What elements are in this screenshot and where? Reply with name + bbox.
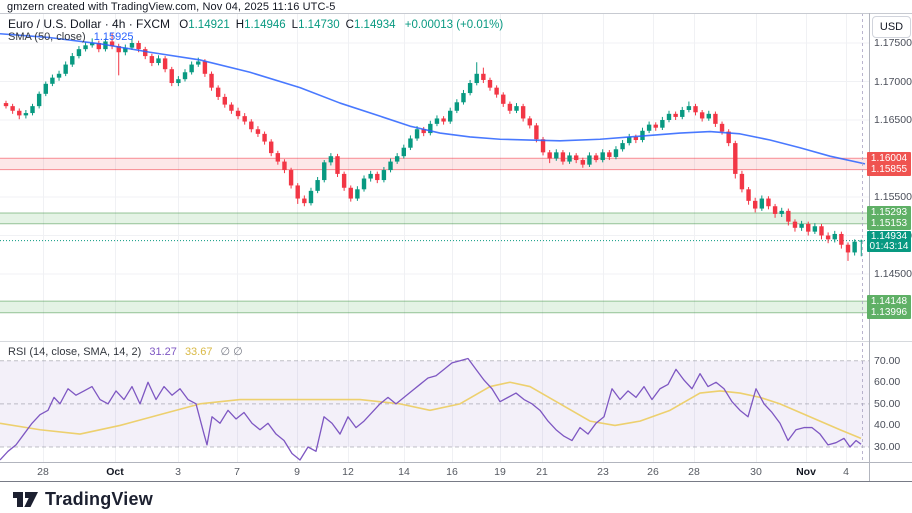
last-price-badge: 1.14934 01:43:14 [867, 230, 911, 253]
rsi-legend[interactable]: RSI (14, close, SMA, 14, 2) 31.27 33.67 … [8, 345, 243, 358]
attribution-text: gmzern created with TradingView.com, Nov… [7, 1, 336, 13]
time-tick-label: 3 [175, 466, 181, 478]
rsi-axis-label: 40.00 [874, 419, 901, 432]
ohlc-value: 1.14730 [298, 19, 340, 31]
sma-label: SMA (50, close) [8, 31, 86, 43]
time-tick-label: 12 [342, 466, 354, 478]
ohlc-value: 1.14946 [244, 19, 286, 31]
ohlc-value: 1.14934 [353, 19, 396, 31]
price-level-badge: 1.14148 [867, 294, 911, 308]
time-tick-label: 19 [494, 466, 506, 478]
time-tick-label: 30 [750, 466, 762, 478]
time-tick-label: 28 [688, 466, 700, 478]
price-level-badge: 1.15855 [867, 163, 911, 177]
rsi-ma-line [0, 381, 862, 440]
currency-toggle-button[interactable]: USD [872, 16, 911, 38]
sma-line [0, 32, 866, 165]
support-zone [0, 301, 869, 313]
rsi-label: RSI (14, close, SMA, 14, 2) [8, 346, 142, 358]
tradingview-logo[interactable]: TradingView [13, 489, 153, 510]
candles-layer [3, 32, 864, 261]
rsi-axis-label: 60.00 [874, 376, 901, 389]
time-tick-label: Oct [106, 466, 124, 478]
rsi-ma-value: 33.67 [184, 346, 213, 358]
ohlc-key: L [291, 19, 299, 31]
price-level-badge: 1.16004 [867, 151, 911, 165]
sma-value: 1.15925 [93, 31, 134, 43]
support-zone [0, 212, 869, 224]
symbol-legend[interactable]: Euro / U.S. Dollar · 4h · FXCM O1.14921 H… [8, 17, 503, 32]
price-label: 1.16500 [874, 114, 912, 126]
rsi-band [0, 360, 869, 447]
time-tick-label: 21 [536, 466, 548, 478]
time-tick-label: 14 [398, 466, 410, 478]
ohlc-value: 1.14921 [188, 19, 230, 31]
time-tick-label: Nov [796, 466, 816, 478]
price-label: 1.14500 [874, 268, 912, 280]
time-tick-label: 4 [843, 466, 849, 478]
time-tick-label: 28 [37, 466, 49, 478]
price-label: 1.17500 [874, 37, 912, 49]
last-price-value: 1.14934 [870, 230, 908, 242]
time-tick-label: 16 [446, 466, 458, 478]
ohlc-key: H [235, 19, 245, 31]
resistance-zone [0, 158, 869, 170]
rsi-axis-label: 30.00 [874, 441, 901, 453]
price-level-badge: 1.13996 [867, 306, 911, 320]
sma-legend[interactable]: SMA (50, close) 1.15925 [8, 31, 133, 43]
bar-countdown: 01:43:14 [869, 241, 909, 253]
price-label: 1.15500 [874, 191, 912, 203]
time-tick-label: 7 [234, 466, 240, 478]
rsi-axis-label: 50.00 [874, 397, 901, 410]
rsi-value: 31.27 [149, 346, 177, 358]
time-tick-label: 26 [647, 466, 659, 478]
rsi-line [0, 357, 862, 461]
rsi-axis-label: 70.00 [874, 354, 901, 367]
tradingview-logo-text: TradingView [45, 489, 153, 509]
price-level-badge: 1.15293 [867, 206, 911, 220]
rsi-null-values: ∅ ∅ [220, 346, 243, 358]
ohlc-values: O1.14921 H1.14946 L1.14730 C1.14934 [173, 19, 395, 31]
price-label: 1.17000 [874, 75, 912, 88]
price-level-badge: 1.15153 [867, 217, 911, 231]
symbol-title: Euro / U.S. Dollar · 4h · FXCM [8, 17, 171, 31]
ohlc-key: O [179, 19, 189, 31]
time-tick-label: 9 [294, 466, 300, 478]
tradingview-logo-icon [13, 492, 38, 507]
change-value: +0.00013 (+0.01%) [404, 19, 504, 31]
time-tick-label: 23 [597, 466, 609, 478]
ohlc-key: C [345, 19, 354, 31]
